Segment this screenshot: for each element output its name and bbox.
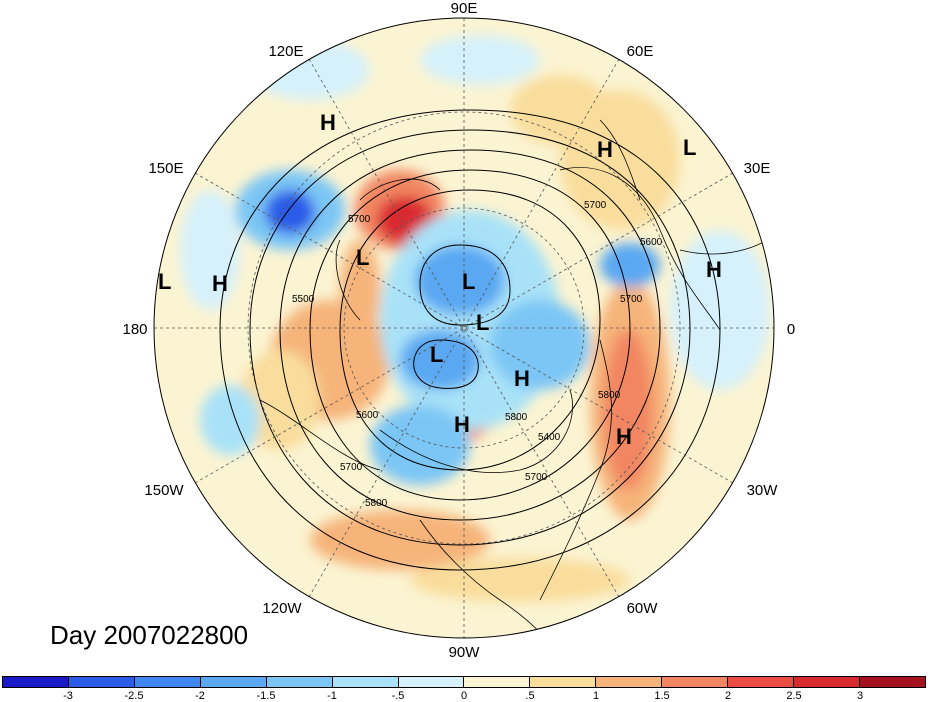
coastlines (259, 119, 774, 638)
colorbar-segment (134, 677, 201, 687)
longitude-label-60e: 60E (627, 43, 654, 60)
low-pressure-marker: L (476, 310, 489, 335)
longitude-label-180: 180 (122, 321, 147, 338)
longitude-label-60w: 60W (627, 600, 659, 617)
contour-label: 5700 (620, 294, 643, 305)
longitude-label-120e: 120E (268, 43, 303, 60)
colorbar-segment (200, 677, 267, 687)
pressure-centers: H H L L H L L H L L H H H (158, 110, 722, 449)
colorbar-segment (68, 677, 135, 687)
low-pressure-marker: L (356, 245, 369, 270)
colorbar-segment (728, 677, 795, 687)
colorbar-tick-label: -2.5 (124, 690, 144, 702)
colorbar-segment (398, 677, 465, 687)
longitude-label-120w: 120W (262, 600, 302, 617)
longitude-label-90w: 90W (449, 644, 481, 661)
colorbar (2, 676, 926, 688)
low-pressure-marker: L (462, 269, 475, 294)
colorbar-segment (596, 677, 663, 687)
contour-label: 5400 (538, 432, 561, 443)
colorbar-segment (3, 677, 69, 687)
colorbar-tick-label: .5 (525, 690, 535, 702)
longitude-labels: 90E 120E 60E 150E 30E 180 0 150W 30W 120… (122, 0, 795, 661)
contour-label: 5600 (640, 237, 663, 248)
colorbar-segment (530, 677, 597, 687)
contour-label: 5600 (356, 410, 379, 421)
longitude-label-0: 0 (787, 321, 795, 338)
low-pressure-marker: L (430, 342, 443, 367)
longitude-label-30w: 30W (747, 482, 779, 499)
contour-label: 5700 (340, 462, 363, 473)
contour-label: 5800 (505, 412, 528, 423)
contour-label: 5500 (292, 294, 315, 305)
low-pressure-marker: L (683, 135, 696, 160)
colorbar-tick-label: -.5 (391, 690, 405, 702)
colorbar-segment (794, 677, 860, 687)
colorbar-tick-label: -2 (195, 690, 205, 702)
high-pressure-marker: H (212, 271, 228, 296)
longitude-label-30e: 30E (744, 160, 771, 177)
contour-label: 5800 (365, 498, 388, 509)
contour-label: 5700 (348, 214, 371, 225)
date-title: Day 2007022800 (50, 620, 249, 650)
high-pressure-marker: H (320, 110, 336, 135)
height-contours (219, 109, 721, 571)
colorbar-tick-label: 3 (856, 690, 864, 702)
longitude-label-150w: 150W (144, 482, 184, 499)
colorbar-segment (859, 677, 925, 687)
high-pressure-marker: H (514, 366, 530, 391)
colorbar-tick-label: -3 (63, 690, 73, 702)
colorbar-tick-label: 1 (592, 690, 600, 702)
high-pressure-marker: H (597, 137, 613, 162)
map-border (153, 17, 775, 639)
colorbar-segment (464, 677, 531, 687)
colorbar-segment (662, 677, 729, 687)
colorbar-tick-label: 2 (724, 690, 732, 702)
high-pressure-marker: H (454, 412, 470, 437)
colorbar-segment (332, 677, 399, 687)
colorbar-segment (266, 677, 333, 687)
low-pressure-marker: L (158, 269, 171, 294)
longitude-label-150e: 150E (148, 160, 183, 177)
graticule (154, 18, 774, 638)
colorbar-tick-label: -1 (327, 690, 337, 702)
high-pressure-marker: H (706, 257, 722, 282)
colorbar-tick-label: 2.5 (786, 690, 802, 702)
contour-label: 5700 (584, 200, 607, 211)
colorbar-tick-label: 0 (460, 690, 468, 702)
contour-label: 5700 (525, 472, 548, 483)
colorbar-tick-label: 1.5 (654, 690, 670, 702)
high-pressure-marker: H (616, 424, 632, 449)
colorbar-tick-label: -1.5 (256, 690, 276, 702)
longitude-label-90e: 90E (451, 0, 478, 17)
contour-label: 5800 (598, 390, 621, 401)
contour-label-group: 5700 5500 5600 5700 5800 5800 5700 5400 … (292, 200, 663, 509)
